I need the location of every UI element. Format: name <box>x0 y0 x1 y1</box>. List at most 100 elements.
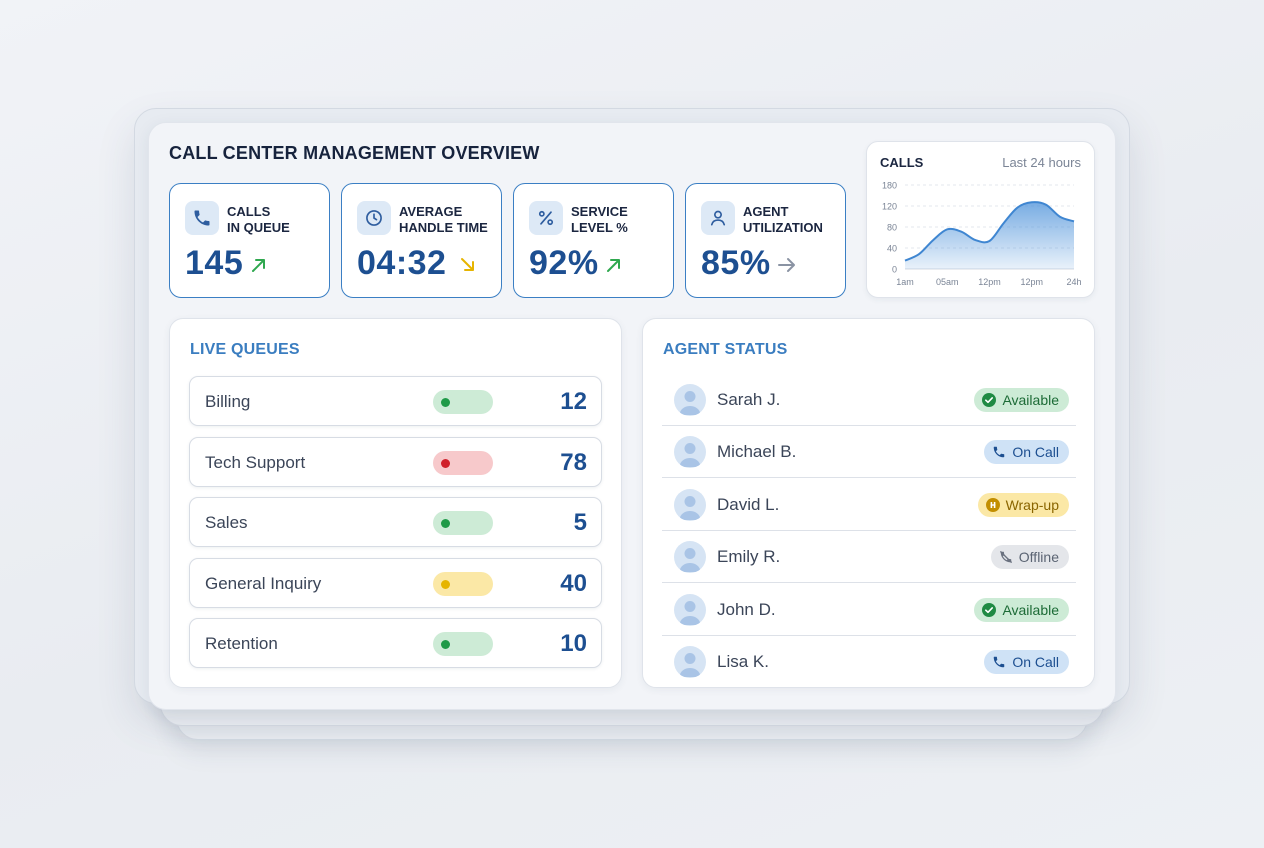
queue-status-dot <box>441 640 450 649</box>
queue-status-dot <box>441 458 450 468</box>
x-tick-label: 24h <box>1066 277 1081 287</box>
queue-status-pill <box>433 390 493 414</box>
agent-row[interactable]: Lisa K. On Call <box>662 636 1076 688</box>
calls-area-chart: 180 120 80 40 0 1am 05am 12pm 12pm 24h <box>882 181 1082 288</box>
phone-off-icon <box>999 550 1013 564</box>
queue-name: Tech Support <box>205 452 306 472</box>
avatar <box>674 384 706 416</box>
phone-icon <box>185 201 219 235</box>
chart-title: CALLS <box>880 155 924 170</box>
hold-icon <box>985 497 1000 512</box>
percent-icon <box>529 201 563 235</box>
clock-icon <box>357 201 391 235</box>
queue-count: 40 <box>560 569 587 597</box>
queue-status-pill <box>433 450 493 475</box>
kpi-label: AVERAGE HANDLE TIME <box>399 204 488 235</box>
queue-count: 12 <box>560 388 587 415</box>
status-badge-label: On Call <box>1012 654 1059 670</box>
kpi-card-calls-in-queue[interactable]: CALLS IN QUEUE 145 <box>169 183 330 298</box>
agent-name: John D. <box>717 599 776 619</box>
status-badge-label: Available <box>1002 601 1059 618</box>
queue-name: Billing <box>205 392 251 411</box>
phone-icon <box>992 655 1006 669</box>
calls-series-line <box>904 201 1075 262</box>
kpi-label: CALLS IN QUEUE <box>227 204 290 235</box>
y-tick-label: 40 <box>887 244 897 254</box>
queue-status-pill <box>433 571 493 596</box>
status-badge-label: Offline <box>1018 549 1059 566</box>
arrow-up-right-icon <box>250 256 268 279</box>
chart-subtitle: Last 24 hours <box>1002 155 1081 170</box>
kpi-label: SERVICE LEVEL % <box>571 204 628 235</box>
kpi-value: 145 <box>185 244 244 282</box>
phone-icon <box>992 445 1006 459</box>
agent-row[interactable]: Sarah J. Available <box>662 374 1076 426</box>
queue-count: 5 <box>573 509 587 536</box>
page-title: CALL CENTER MANAGEMENT OVERVIEW <box>169 143 540 163</box>
agent-row[interactable]: Michael B. On Call <box>662 426 1076 479</box>
agent-row[interactable]: John D. Available <box>662 584 1076 636</box>
x-tick-label: 1am <box>896 277 914 287</box>
status-badge: On Call <box>984 440 1069 465</box>
kpi-card-agent-utilization[interactable]: AGENT UTILIZATION 85% <box>685 183 846 298</box>
queue-status-dot <box>441 579 450 589</box>
status-badge-label: Wrap-up <box>1005 496 1059 513</box>
agent-name: Emily R. <box>717 547 781 567</box>
arrow-right-icon <box>777 256 797 279</box>
y-tick-label: 80 <box>887 223 897 233</box>
queue-status-dot <box>441 519 450 528</box>
queue-name: Sales <box>205 513 248 532</box>
queue-name: General Inquiry <box>205 573 322 593</box>
arrow-up-right-icon <box>605 256 623 279</box>
avatar <box>674 646 706 678</box>
queue-count: 10 <box>560 630 587 657</box>
kpi-card-service-level[interactable]: SERVICE LEVEL % 92% <box>513 183 674 298</box>
check-circle-icon <box>982 602 997 617</box>
status-badge: Wrap-up <box>977 492 1069 517</box>
kpi-value: 85% <box>701 244 771 282</box>
agent-name: Lisa K. <box>717 652 769 671</box>
y-tick-label: 0 <box>892 265 897 275</box>
queue-status-dot <box>441 398 450 407</box>
calls-area-fill <box>905 202 1074 269</box>
agent-row[interactable]: David L. Wrap-up <box>662 479 1076 531</box>
kpi-card-average-handle-time[interactable]: AVERAGE HANDLE TIME 04:32 <box>341 183 502 298</box>
y-tick-label: 180 <box>882 181 897 191</box>
status-badge-label: Available <box>1002 392 1059 408</box>
arrow-down-right-icon <box>459 256 477 279</box>
x-tick-label: 12pm <box>978 277 1001 287</box>
status-badge: Offline <box>990 545 1069 570</box>
check-circle-icon <box>982 393 997 407</box>
status-badge: On Call <box>984 650 1069 674</box>
x-tick-label: 12pm <box>1020 277 1043 287</box>
status-badge-label: On Call <box>1012 444 1059 461</box>
queue-name: Retention <box>205 634 278 653</box>
user-icon <box>701 201 735 235</box>
agent-name: Michael B. <box>717 442 797 462</box>
avatar <box>674 436 706 469</box>
agent-status-card: AGENT STATUS Sarah J. Available Michael B.… <box>642 318 1095 688</box>
agent-status-heading: AGENT STATUS <box>663 341 788 358</box>
queue-count: 78 <box>560 448 587 476</box>
queue-row[interactable]: Retention 10 <box>189 618 602 668</box>
kpi-value: 92% <box>529 244 599 282</box>
queue-row[interactable]: Billing 12 <box>189 376 602 426</box>
avatar <box>674 541 706 574</box>
x-tick-label: 05am <box>936 277 959 287</box>
calls-chart-card[interactable]: CALLS Last 24 hours 180 120 80 40 0 1am 05am 12… <box>866 141 1095 298</box>
live-queues-heading: LIVE QUEUES <box>190 341 300 358</box>
y-tick-label: 120 <box>882 202 897 212</box>
queue-row[interactable]: Sales 5 <box>189 497 602 547</box>
status-badge: Available <box>974 597 1069 622</box>
status-badge: Available <box>974 388 1069 412</box>
avatar <box>674 488 706 521</box>
agent-name: David L. <box>717 494 780 514</box>
agent-name: Sarah J. <box>717 390 781 409</box>
queue-row[interactable]: Tech Support 78 <box>189 436 602 487</box>
live-queues-card: LIVE QUEUES Billing 12 Tech Support 78 Sales… <box>169 318 622 688</box>
queue-status-pill <box>433 632 493 656</box>
queue-row[interactable]: General Inquiry 40 <box>189 557 602 608</box>
agent-row[interactable]: Emily R. Offline <box>662 531 1076 584</box>
kpi-value: 04:32 <box>357 244 447 282</box>
queue-status-pill <box>433 511 493 535</box>
